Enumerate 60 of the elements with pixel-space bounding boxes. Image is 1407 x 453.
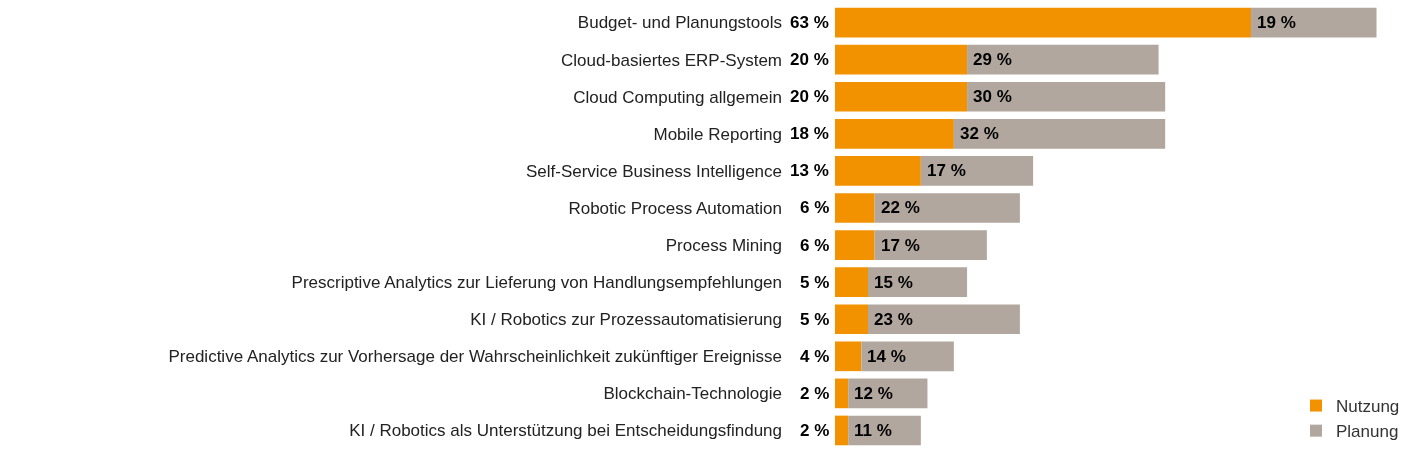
bar <box>835 44 968 75</box>
data-label: 5 % <box>800 310 830 329</box>
y-tick-label: Self-Service Business Intelligence <box>525 161 782 181</box>
data-label: 12 % <box>854 384 893 403</box>
y-tick-label: Predictive Analytics zur Vorhersage der Wahrscheinlichkeit zukünftiger Ereignisse <box>168 347 782 367</box>
bar <box>835 230 875 260</box>
y-tick-label: Blockchain-Technologie <box>603 384 782 404</box>
bar <box>868 267 968 297</box>
data-label: 19 % <box>1257 13 1296 32</box>
bar <box>967 44 1159 75</box>
bar <box>920 156 1034 186</box>
data-label: 20 % <box>790 50 829 69</box>
bar <box>874 230 987 260</box>
data-label: 20 % <box>790 87 829 106</box>
bar <box>835 156 921 186</box>
data-label: 14 % <box>867 347 906 366</box>
data-label: 13 % <box>790 161 829 180</box>
y-tick-label: Prescriptive Analytics zur Lieferung von Handlungsempfehlungen <box>291 273 782 293</box>
legend-label: Nutzung <box>1336 397 1400 417</box>
data-label: 11 % <box>854 421 892 440</box>
bar <box>835 415 849 446</box>
data-label: 23 % <box>874 310 913 329</box>
data-label: 4 % <box>800 347 830 366</box>
data-label: 30 % <box>973 87 1012 106</box>
data-label: 6 % <box>800 198 830 217</box>
data-label: 32 % <box>960 124 999 143</box>
bar <box>835 267 869 297</box>
y-tick-label: Cloud-basiertes ERP-System <box>560 50 782 70</box>
data-label: 18 % <box>790 124 829 143</box>
y-tick-label: Mobile Reporting <box>653 124 782 144</box>
data-label: 2 % <box>800 384 830 403</box>
legend-label: Planung <box>1336 422 1399 442</box>
bar <box>835 81 968 112</box>
y-tick-label: Robotic Process Automation <box>568 198 782 218</box>
bar <box>967 81 1166 112</box>
bar <box>1251 7 1377 38</box>
y-tick-label: Cloud Computing allgemein <box>573 87 782 107</box>
bar <box>874 193 1020 223</box>
data-label: 15 % <box>874 273 913 292</box>
data-label: 22 % <box>881 198 920 217</box>
bar <box>835 7 1252 38</box>
data-label: 29 % <box>973 50 1012 69</box>
y-tick-label: KI / Robotics als Unterstützung bei Entscheidungsfindung <box>349 421 782 441</box>
bar <box>835 193 875 223</box>
data-label: 17 % <box>881 236 920 255</box>
data-label: 5 % <box>800 273 830 292</box>
bar <box>835 118 954 149</box>
bar <box>835 341 862 372</box>
bar <box>835 304 869 335</box>
bar <box>835 378 849 409</box>
y-tick-label: KI / Robotics zur Prozessautomatisierung <box>470 310 782 330</box>
data-label: 63 % <box>790 13 829 32</box>
data-label: 17 % <box>927 161 966 180</box>
bar <box>861 341 954 372</box>
data-label: 6 % <box>800 236 830 255</box>
y-tick-label: Process Mining <box>665 235 782 255</box>
y-tick-label: Budget- und Planungstools <box>577 13 782 33</box>
data-label: 2 % <box>800 421 830 440</box>
bar <box>953 118 1166 149</box>
bar <box>868 304 1020 335</box>
